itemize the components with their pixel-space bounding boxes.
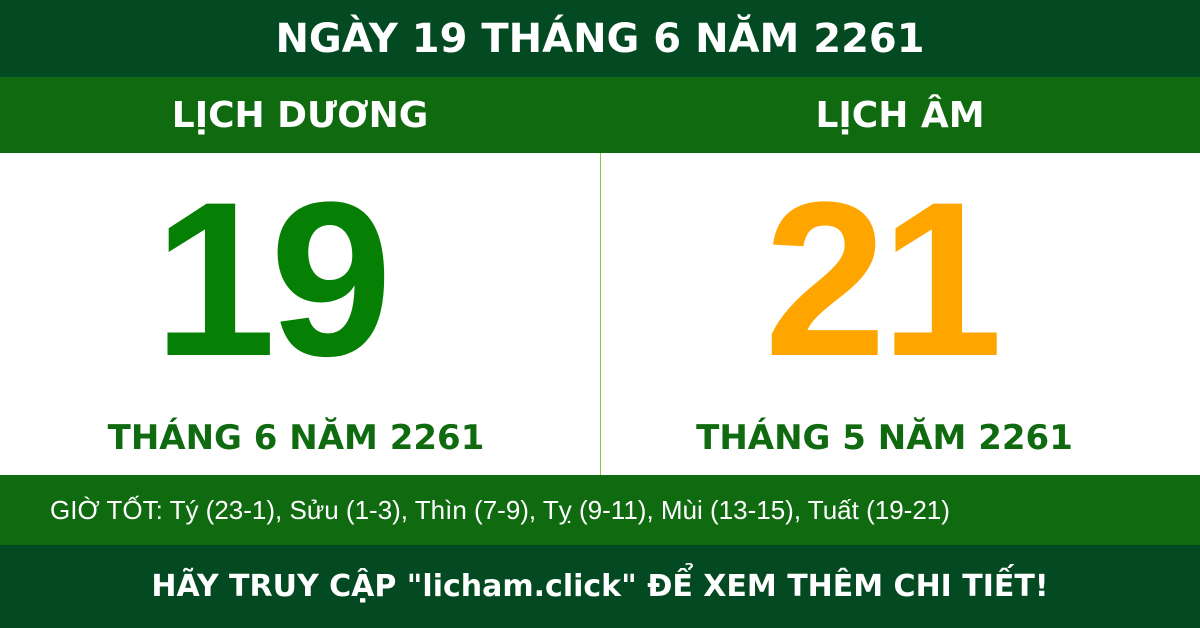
solar-calendar-header: LỊCH DƯƠNG — [0, 77, 600, 153]
lunar-day: 21 — [764, 156, 1003, 402]
lunar-calendar-header: LỊCH ÂM — [600, 77, 1200, 153]
footer-cta: HÃY TRUY CẬP "licham.click" ĐỂ XEM THÊM … — [0, 545, 1200, 628]
page-title: NGÀY 19 THÁNG 6 NĂM 2261 — [0, 0, 1200, 77]
lunar-month-year: THÁNG 5 NĂM 2261 — [696, 418, 1073, 458]
good-hours: GIỜ TỐT: Tý (23-1), Sửu (1-3), Thìn (7-9… — [0, 475, 1200, 545]
solar-panel: 19 THÁNG 6 NĂM 2261 — [0, 153, 600, 475]
solar-day: 19 — [153, 156, 393, 402]
divider — [600, 153, 601, 475]
lunar-panel: 21 THÁNG 5 NĂM 2261 — [601, 153, 1200, 475]
solar-month-year: THÁNG 6 NĂM 2261 — [107, 418, 485, 458]
